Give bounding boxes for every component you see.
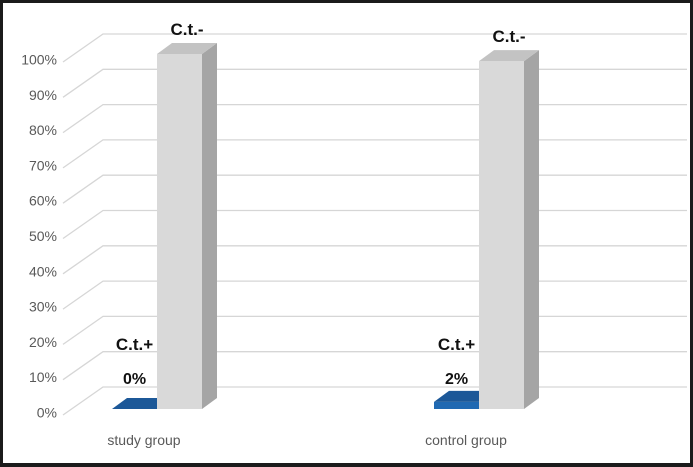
frame-border-top — [0, 0, 693, 3]
bar-value-label: 2% — [445, 371, 468, 388]
series-name-label: C.t.- — [170, 20, 203, 39]
y-axis-tick-label: 80% — [29, 122, 57, 138]
x-axis-category-label: control group — [425, 432, 507, 448]
y-axis-tick-label: 60% — [29, 193, 57, 209]
y-axis-tick-label: 90% — [29, 87, 57, 103]
y-axis-tick-label: 30% — [29, 299, 57, 315]
y-axis-tick-label: 0% — [37, 405, 57, 421]
bar-top-face — [479, 50, 539, 62]
bar-value-label: 0% — [123, 371, 146, 388]
series-name-label: C.t.+ — [438, 335, 475, 354]
series-name-label: C.t.+ — [116, 335, 153, 354]
y-axis-tick-label: 10% — [29, 369, 57, 385]
frame-border-left — [0, 0, 3, 467]
bar-front-face — [434, 401, 479, 409]
frame-border-bottom — [0, 463, 693, 467]
bar-front-face — [479, 61, 524, 409]
y-axis-tick-label: 20% — [29, 334, 57, 350]
frame-border-right — [690, 0, 693, 467]
bar-top-face — [157, 43, 217, 54]
y-axis-tick-label: 50% — [29, 228, 57, 244]
y-axis-tick-label: 40% — [29, 263, 57, 279]
series-name-label: C.t.- — [492, 27, 525, 46]
bar-front-face — [157, 54, 202, 409]
y-axis-tick-label: 100% — [21, 52, 57, 68]
bar-side-face — [524, 50, 539, 409]
gridline — [62, 33, 687, 63]
bar-side-face — [202, 43, 217, 409]
y-axis-tick-label: 70% — [29, 157, 57, 173]
x-axis-category-label: study group — [107, 432, 180, 448]
